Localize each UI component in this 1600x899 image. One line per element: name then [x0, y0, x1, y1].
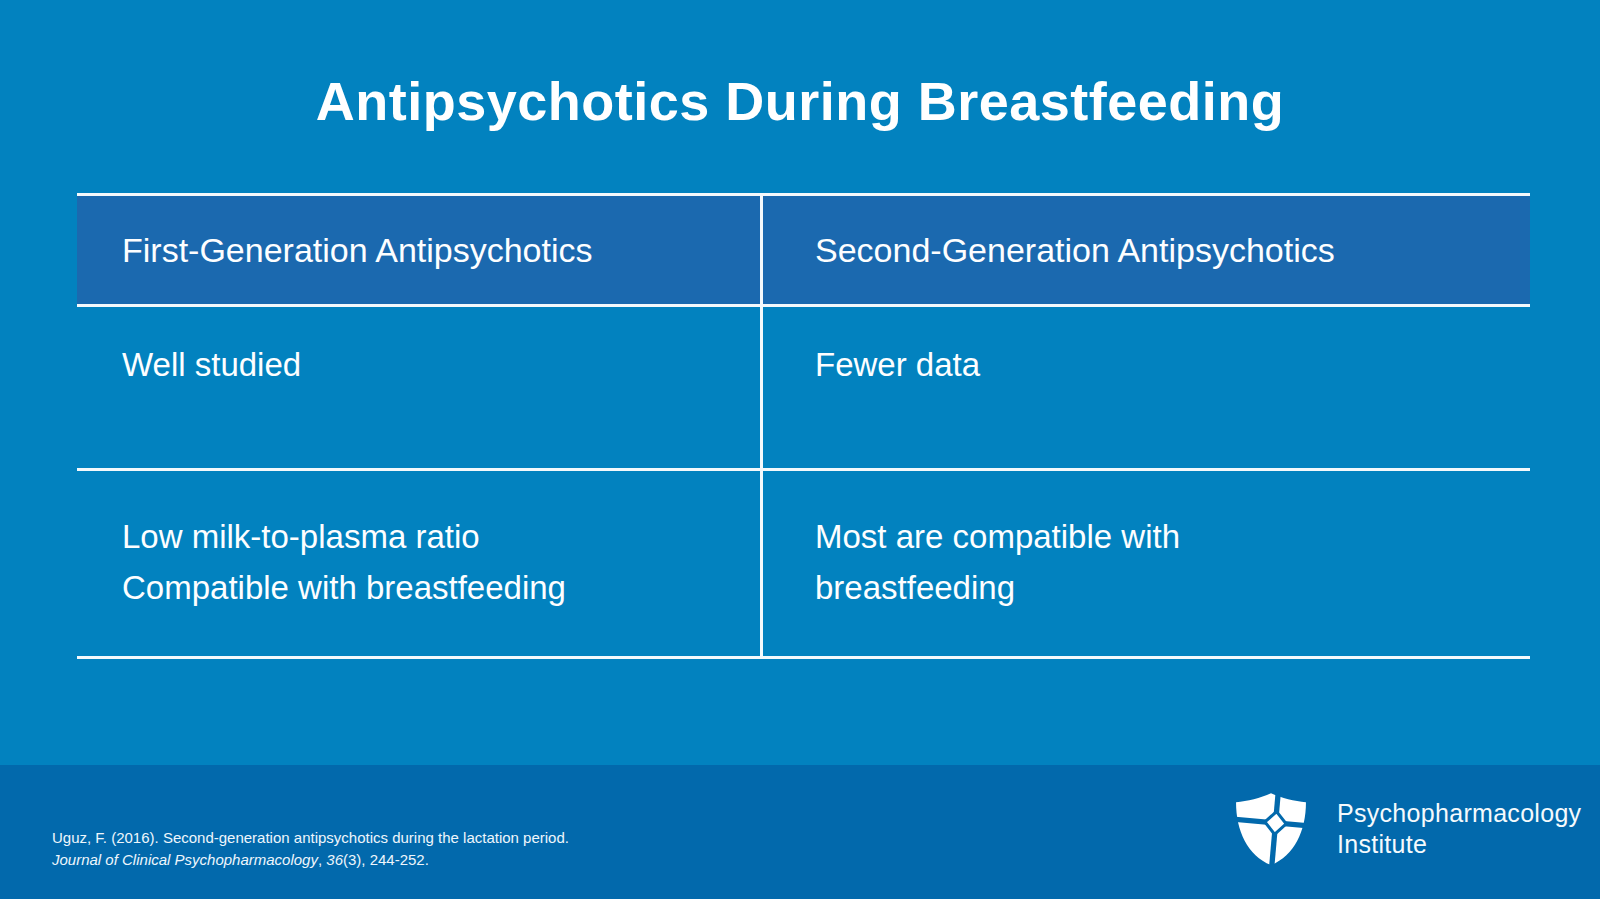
comparison-table: First-Generation Antipsychotics Second-G…: [77, 193, 1530, 659]
table-cell: Well studied: [77, 307, 763, 471]
shield-cross-icon: [1233, 791, 1309, 867]
citation-volume: 36: [326, 851, 343, 868]
citation-journal: Journal of Clinical Psychopharmacology: [52, 851, 318, 868]
header-cell-second-generation: Second-Generation Antipsychotics: [763, 193, 1530, 307]
table-cell: Low milk-to-plasma ratio Compatible with…: [77, 471, 763, 659]
citation-line-2: Journal of Clinical Psychopharmacology, …: [52, 849, 569, 871]
cell-text: Most are compatible with breastfeeding: [815, 511, 1295, 613]
cell-text: Compatible with breastfeeding: [122, 562, 730, 613]
citation-line-1: Uguz, F. (2016). Second-generation antip…: [52, 827, 569, 849]
institute-logo: Psychopharmacology Institute: [1233, 791, 1581, 867]
logo-text: Psychopharmacology Institute: [1337, 798, 1581, 860]
logo-line-2: Institute: [1337, 829, 1581, 860]
footer-band: Uguz, F. (2016). Second-generation antip…: [0, 765, 1600, 899]
slide: Antipsychotics During Breastfeeding Firs…: [0, 0, 1600, 899]
citation: Uguz, F. (2016). Second-generation antip…: [52, 827, 569, 871]
header-label: First-Generation Antipsychotics: [122, 224, 593, 277]
cell-text: Low milk-to-plasma ratio: [122, 511, 730, 562]
table-cell: Fewer data: [763, 307, 1530, 471]
header-cell-first-generation: First-Generation Antipsychotics: [77, 193, 763, 307]
cell-text: Fewer data: [815, 339, 1500, 390]
page-title: Antipsychotics During Breastfeeding: [0, 70, 1600, 132]
table-cell: Most are compatible with breastfeeding: [763, 471, 1530, 659]
logo-line-1: Psychopharmacology: [1337, 798, 1581, 829]
cell-text: Well studied: [122, 339, 730, 390]
citation-pages: (3), 244-252.: [343, 851, 429, 868]
header-label: Second-Generation Antipsychotics: [815, 224, 1335, 277]
